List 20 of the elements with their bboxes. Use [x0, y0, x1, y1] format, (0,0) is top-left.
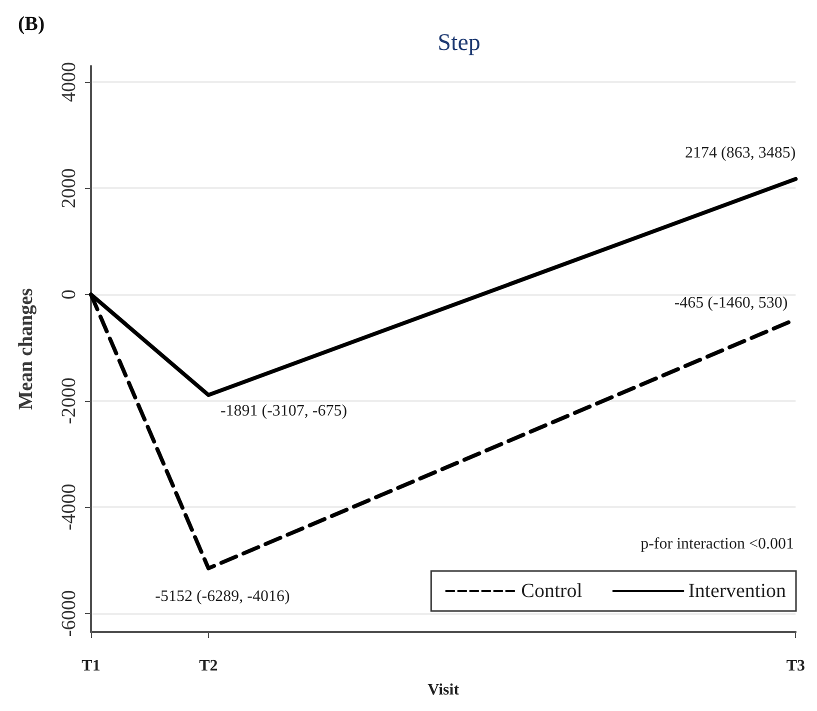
annotation: 2174 (863, 3485) [685, 144, 796, 162]
y-tick-label: -6000 [58, 590, 80, 637]
y-tick-label: -4000 [58, 484, 80, 530]
annotation: -465 (-1460, 530) [674, 294, 788, 312]
annotation: p-for interaction <0.001 [640, 536, 794, 552]
annotation: -5152 (-6289, -4016) [155, 588, 290, 605]
x-axis-title: Visit [428, 682, 460, 698]
y-tick-label: -2000 [58, 377, 80, 424]
x-tick-label: T3 [786, 658, 805, 674]
y-axis-title: Mean changes [15, 288, 37, 410]
x-tick-label: T1 [82, 658, 100, 674]
x-tick-label: T2 [199, 658, 218, 674]
y-tick-label: 2000 [58, 168, 80, 208]
text: (B) [18, 13, 45, 35]
legend-label: Intervention [688, 580, 786, 602]
y-tick-label: 0 [58, 290, 80, 300]
annotation: -1891 (-3107, -675) [220, 402, 348, 420]
legend-label: Control [521, 580, 583, 602]
chart-title: Step [438, 30, 480, 56]
y-tick-label: 4000 [58, 62, 80, 102]
